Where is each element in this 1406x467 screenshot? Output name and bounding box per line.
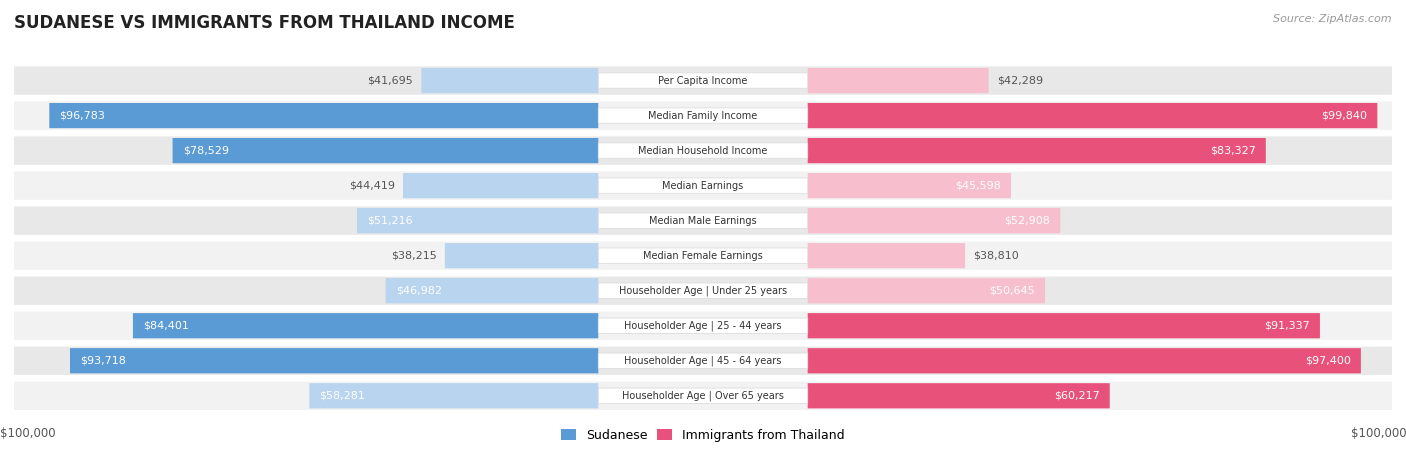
Text: $84,401: $84,401 xyxy=(143,321,188,331)
Text: $93,718: $93,718 xyxy=(80,356,127,366)
FancyBboxPatch shape xyxy=(14,241,1392,270)
FancyBboxPatch shape xyxy=(14,171,1392,200)
Text: $78,529: $78,529 xyxy=(183,146,229,156)
FancyBboxPatch shape xyxy=(14,101,1392,130)
FancyBboxPatch shape xyxy=(599,388,807,403)
Text: Source: ZipAtlas.com: Source: ZipAtlas.com xyxy=(1274,14,1392,24)
FancyBboxPatch shape xyxy=(599,178,807,193)
FancyBboxPatch shape xyxy=(599,353,807,368)
FancyBboxPatch shape xyxy=(14,66,1392,95)
FancyBboxPatch shape xyxy=(807,383,1109,408)
FancyBboxPatch shape xyxy=(14,276,1392,305)
Text: $51,216: $51,216 xyxy=(367,216,413,226)
FancyBboxPatch shape xyxy=(134,313,599,338)
Text: $38,215: $38,215 xyxy=(391,251,437,261)
FancyBboxPatch shape xyxy=(807,138,1265,163)
FancyBboxPatch shape xyxy=(357,208,599,233)
FancyBboxPatch shape xyxy=(14,136,1392,165)
Text: Householder Age | 25 - 44 years: Householder Age | 25 - 44 years xyxy=(624,320,782,331)
Text: Median Family Income: Median Family Income xyxy=(648,111,758,120)
Text: $45,598: $45,598 xyxy=(955,181,1001,191)
Text: $41,695: $41,695 xyxy=(367,76,413,85)
Text: SUDANESE VS IMMIGRANTS FROM THAILAND INCOME: SUDANESE VS IMMIGRANTS FROM THAILAND INC… xyxy=(14,14,515,32)
FancyBboxPatch shape xyxy=(807,243,965,268)
Text: $91,337: $91,337 xyxy=(1264,321,1310,331)
Text: $38,810: $38,810 xyxy=(973,251,1019,261)
FancyBboxPatch shape xyxy=(807,208,1060,233)
Text: Householder Age | 45 - 64 years: Householder Age | 45 - 64 years xyxy=(624,355,782,366)
Text: Householder Age | Over 65 years: Householder Age | Over 65 years xyxy=(621,390,785,401)
FancyBboxPatch shape xyxy=(599,283,807,298)
FancyBboxPatch shape xyxy=(14,206,1392,235)
FancyBboxPatch shape xyxy=(599,318,807,333)
FancyBboxPatch shape xyxy=(807,68,988,93)
FancyBboxPatch shape xyxy=(599,108,807,123)
Text: $46,982: $46,982 xyxy=(396,286,441,296)
FancyBboxPatch shape xyxy=(807,173,1011,198)
FancyBboxPatch shape xyxy=(807,103,1378,128)
FancyBboxPatch shape xyxy=(444,243,599,268)
FancyBboxPatch shape xyxy=(14,347,1392,375)
FancyBboxPatch shape xyxy=(807,348,1361,374)
Legend: Sudanese, Immigrants from Thailand: Sudanese, Immigrants from Thailand xyxy=(555,424,851,447)
FancyBboxPatch shape xyxy=(404,173,599,198)
Text: $44,419: $44,419 xyxy=(349,181,395,191)
FancyBboxPatch shape xyxy=(599,248,807,263)
Text: Median Male Earnings: Median Male Earnings xyxy=(650,216,756,226)
Text: $58,281: $58,281 xyxy=(319,391,366,401)
FancyBboxPatch shape xyxy=(807,313,1320,338)
Text: Per Capita Income: Per Capita Income xyxy=(658,76,748,85)
Text: $60,217: $60,217 xyxy=(1054,391,1099,401)
Text: $52,908: $52,908 xyxy=(1004,216,1050,226)
Text: $50,645: $50,645 xyxy=(990,286,1035,296)
FancyBboxPatch shape xyxy=(599,213,807,228)
FancyBboxPatch shape xyxy=(385,278,599,304)
FancyBboxPatch shape xyxy=(807,278,1045,304)
FancyBboxPatch shape xyxy=(173,138,599,163)
FancyBboxPatch shape xyxy=(14,382,1392,410)
FancyBboxPatch shape xyxy=(49,103,599,128)
Text: Median Female Earnings: Median Female Earnings xyxy=(643,251,763,261)
Text: $97,400: $97,400 xyxy=(1305,356,1351,366)
FancyBboxPatch shape xyxy=(599,143,807,158)
Text: $96,783: $96,783 xyxy=(59,111,105,120)
FancyBboxPatch shape xyxy=(422,68,599,93)
Text: $99,840: $99,840 xyxy=(1322,111,1367,120)
Text: Median Household Income: Median Household Income xyxy=(638,146,768,156)
Text: Median Earnings: Median Earnings xyxy=(662,181,744,191)
FancyBboxPatch shape xyxy=(599,73,807,88)
Text: $83,327: $83,327 xyxy=(1209,146,1256,156)
Text: Householder Age | Under 25 years: Householder Age | Under 25 years xyxy=(619,285,787,296)
FancyBboxPatch shape xyxy=(309,383,599,408)
FancyBboxPatch shape xyxy=(14,311,1392,340)
FancyBboxPatch shape xyxy=(70,348,599,374)
Text: $42,289: $42,289 xyxy=(997,76,1043,85)
